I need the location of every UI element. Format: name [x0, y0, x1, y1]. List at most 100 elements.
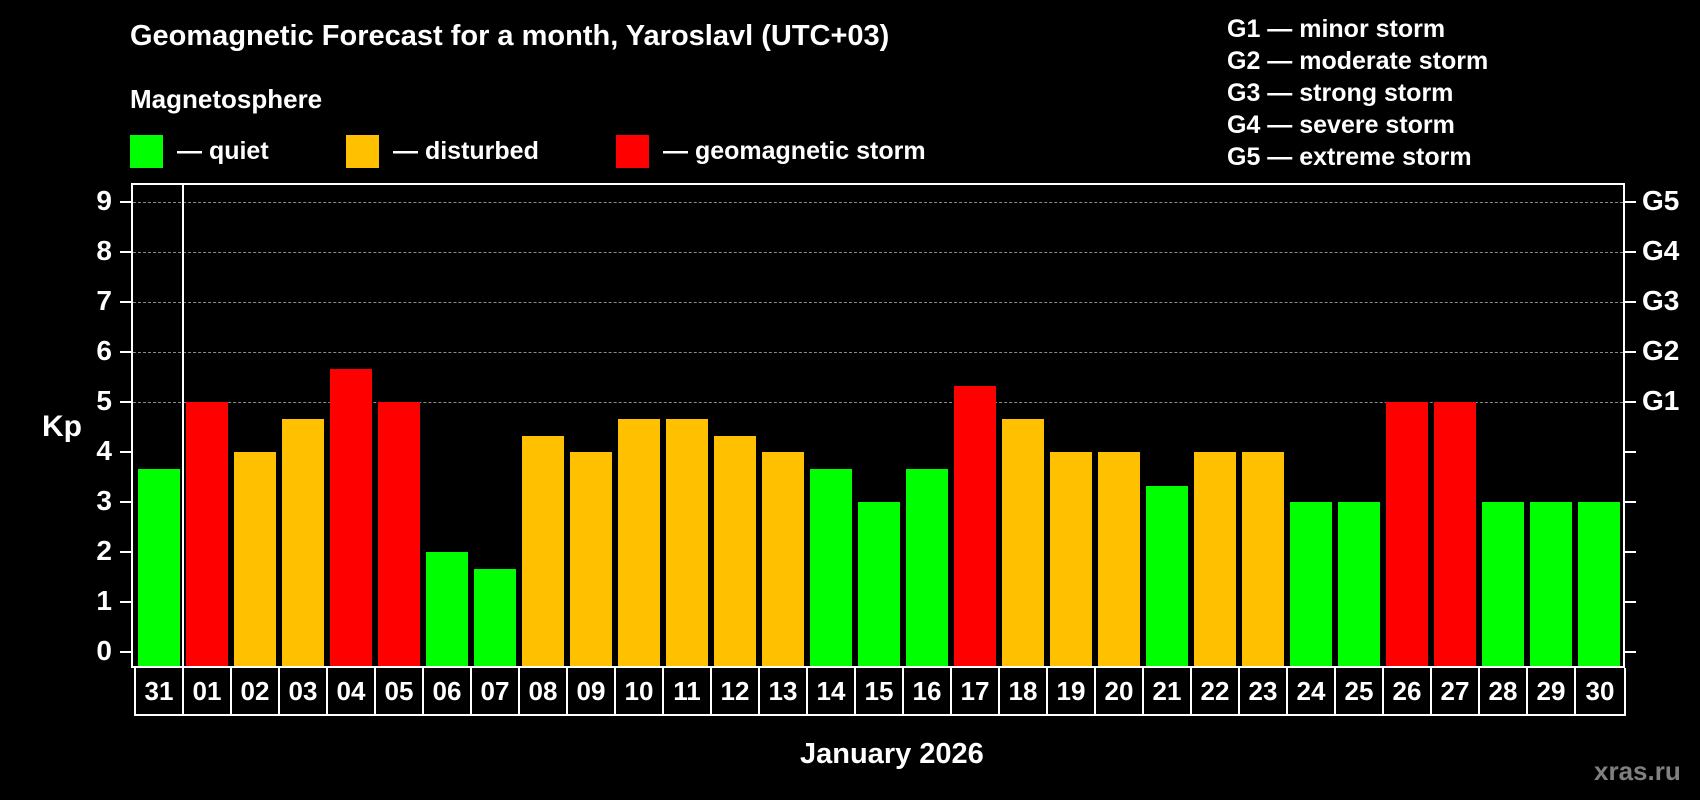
bar-day-25: [1338, 502, 1380, 666]
g-scale-item: G5 — extreme storm: [1227, 143, 1472, 171]
day-label: 26: [1384, 668, 1432, 714]
g-level-label: G3: [1642, 285, 1680, 316]
legend-swatch-storm: [616, 134, 649, 168]
y-tick-label: 4: [96, 435, 112, 466]
right-y-tick: [1625, 251, 1636, 253]
bar-day-03: [282, 418, 324, 666]
g-scale-item: G4 — severe storm: [1227, 111, 1455, 139]
y-tick: [120, 651, 131, 653]
bar-day-09: [570, 452, 612, 666]
y-tick: [120, 201, 131, 203]
right-y-tick: [1625, 351, 1636, 353]
g-level-label: G2: [1642, 335, 1680, 366]
day-label: 19: [1048, 668, 1096, 714]
day-label: 16: [904, 668, 952, 714]
right-y-tick: [1625, 501, 1636, 503]
gridline: [133, 252, 1623, 253]
right-y-tick: [1625, 401, 1636, 403]
y-tick: [120, 301, 131, 303]
day-label: 12: [712, 668, 760, 714]
day-label: 15: [856, 668, 904, 714]
right-y-tick: [1625, 601, 1636, 603]
day-label: 21: [1144, 668, 1192, 714]
bar-day-18: [1002, 418, 1044, 666]
y-tick: [120, 601, 131, 603]
y-tick-label: 1: [96, 585, 112, 616]
y-tick: [120, 551, 131, 553]
right-y-tick: [1625, 451, 1636, 453]
legend-label: — disturbed: [393, 136, 539, 165]
y-tick: [120, 351, 131, 353]
right-y-tick: [1625, 301, 1636, 303]
bar-day-21: [1146, 485, 1188, 666]
bar-day-24: [1290, 502, 1332, 666]
bar-day-26: [1386, 402, 1428, 666]
bar-day-19: [1050, 452, 1092, 666]
bar-day-13: [762, 452, 804, 666]
day-label: 24: [1288, 668, 1336, 714]
day-label: 09: [568, 668, 616, 714]
day-label: 10: [616, 668, 664, 714]
legend-item-disturbed: — disturbed: [346, 134, 539, 168]
day-label: 03: [280, 668, 328, 714]
legend-item-quiet: — quiet: [130, 134, 269, 168]
gridline: [133, 202, 1623, 203]
day-label: 29: [1528, 668, 1576, 714]
bar-day-20: [1098, 452, 1140, 666]
g-scale-legend: G1 — minor storm G2 — moderate storm G3 …: [1227, 13, 1488, 173]
bar-day-15: [858, 502, 900, 666]
day-label: 25: [1336, 668, 1384, 714]
bar-day-11: [666, 418, 708, 666]
right-y-tick: [1625, 201, 1636, 203]
g-level-label: G1: [1642, 385, 1680, 416]
y-axis-label: Kp: [42, 410, 82, 443]
g-scale-item: G1 — minor storm: [1227, 15, 1446, 43]
right-y-tick: [1625, 651, 1636, 653]
y-tick-label: 5: [96, 385, 112, 416]
day-label: 28: [1480, 668, 1528, 714]
bar-day-08: [522, 435, 564, 666]
watermark: xras.ru: [1594, 756, 1681, 786]
day-label: 07: [472, 668, 520, 714]
bar-day-27: [1434, 402, 1476, 666]
y-tick-label: 9: [96, 185, 112, 216]
bar-day-10: [618, 418, 660, 666]
legend-swatch-disturbed: [346, 134, 379, 168]
gridline: [133, 402, 1623, 403]
day-label: 17: [952, 668, 1000, 714]
day-label: 20: [1096, 668, 1144, 714]
gridline: [133, 302, 1623, 303]
bar-day-05: [378, 402, 420, 666]
g-level-label: G5: [1642, 185, 1680, 216]
legend-swatch-quiet: [130, 134, 163, 168]
gridline: [133, 352, 1623, 353]
y-tick: [120, 451, 131, 453]
day-label: 14: [808, 668, 856, 714]
bar-day-28: [1482, 502, 1524, 666]
y-tick-label: 6: [96, 335, 112, 366]
legend-label: — geomagnetic storm: [663, 136, 926, 165]
day-label: 23: [1240, 668, 1288, 714]
previous-month-separator: [182, 183, 184, 668]
y-tick: [120, 501, 131, 503]
g-scale-item: G2 — moderate storm: [1227, 47, 1489, 75]
legend-label: — quiet: [177, 136, 269, 165]
bar-day-01: [186, 402, 228, 666]
y-tick: [120, 251, 131, 253]
day-label: 18: [1000, 668, 1048, 714]
legend-item-storm: — geomagnetic storm: [616, 134, 926, 168]
bar-day-14: [810, 468, 852, 666]
bar-day-17: [954, 385, 996, 666]
g-level-label: G4: [1642, 235, 1680, 266]
plot-area: [131, 183, 1625, 668]
bar-day-12: [714, 435, 756, 666]
bar-day-02: [234, 452, 276, 666]
y-tick-label: 8: [96, 235, 112, 266]
bar-day-31: [138, 468, 180, 666]
day-label: 06: [424, 668, 472, 714]
chart-subtitle: Magnetosphere: [130, 84, 323, 114]
y-tick: [120, 401, 131, 403]
day-label: 05: [376, 668, 424, 714]
bar-day-16: [906, 468, 948, 666]
bar-day-07: [474, 568, 516, 666]
